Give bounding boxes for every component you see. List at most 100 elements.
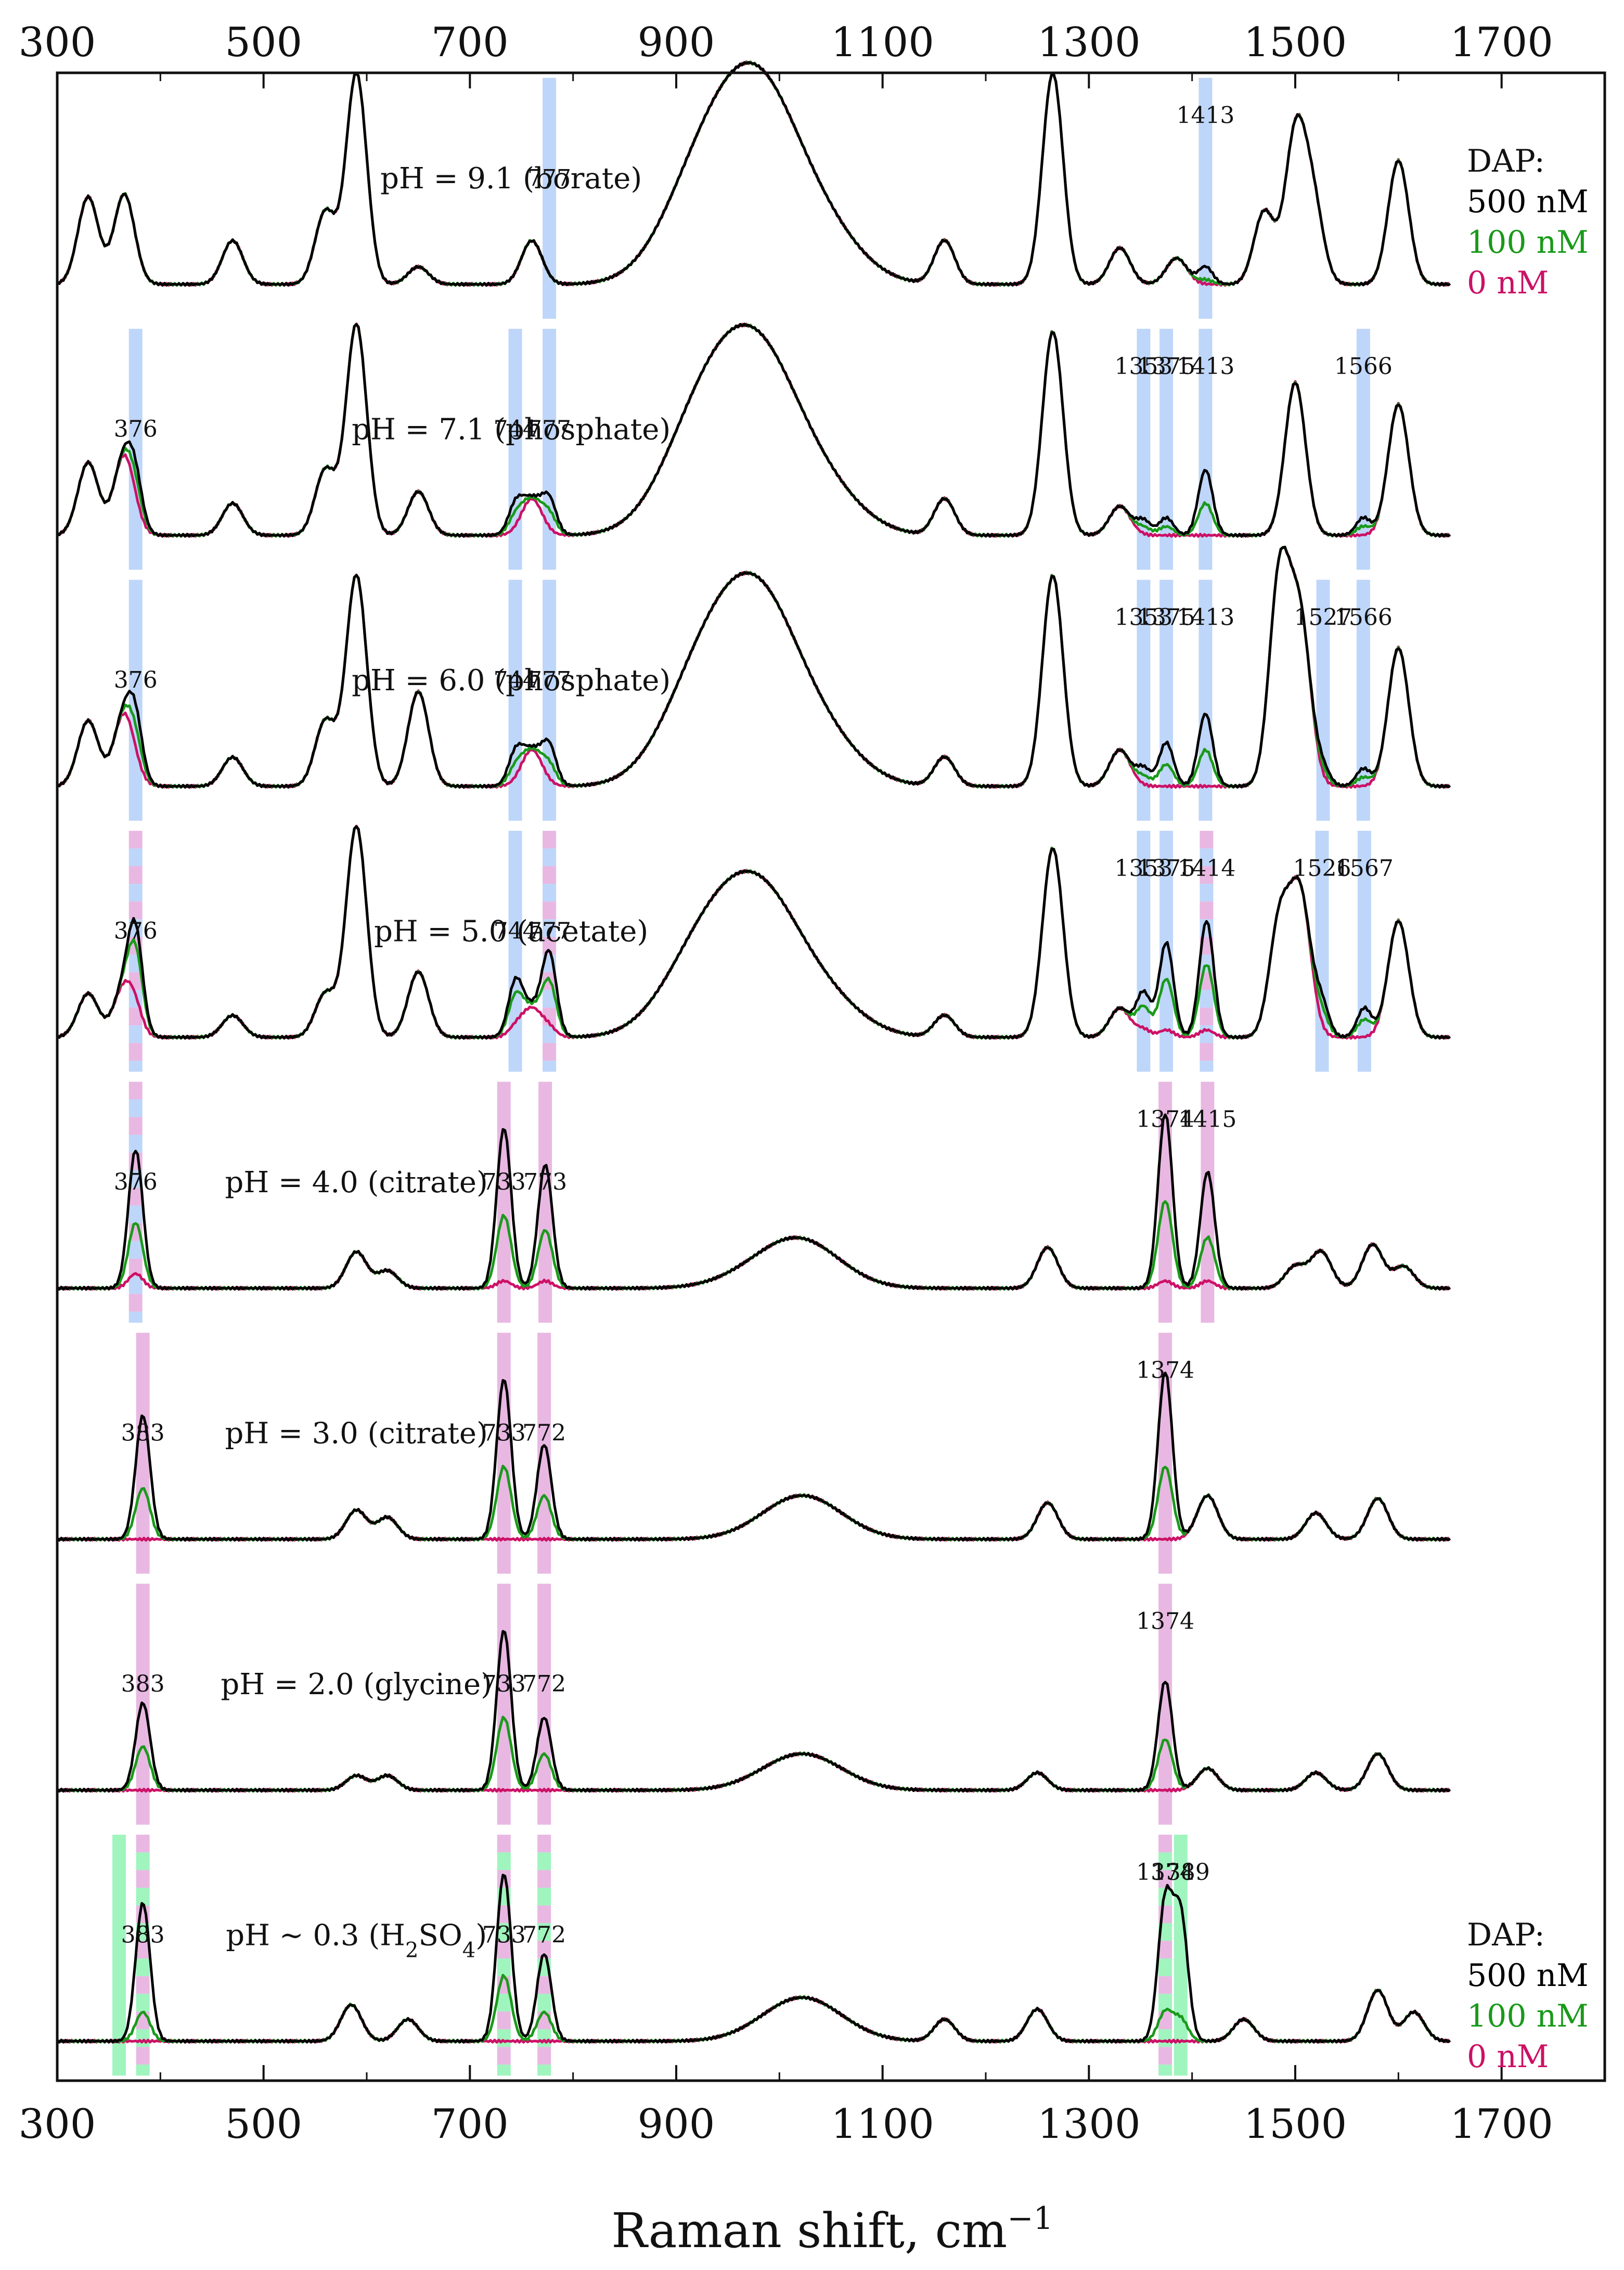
- peak-label: 777: [527, 165, 571, 191]
- highlight-band: [1200, 901, 1214, 920]
- peak-label: 1413: [1176, 102, 1234, 129]
- highlight-band: [1200, 848, 1214, 867]
- highlight-band: [543, 1061, 557, 1072]
- panel-label: pH = 7.1 (phosphate): [352, 412, 671, 446]
- highlight-band: [497, 1923, 511, 1941]
- highlight-band: [1158, 2011, 1172, 2030]
- highlight-band: [497, 1941, 511, 1959]
- peak-label: 1414: [1177, 855, 1235, 882]
- peak-label: 376: [114, 918, 158, 945]
- highlight-band: [537, 2029, 551, 2047]
- highlight-band: [128, 1311, 143, 1323]
- x-tick-label-bottom: 1300: [1037, 2101, 1141, 2148]
- highlight-band: [136, 1994, 150, 2012]
- highlight-band: [136, 2029, 150, 2047]
- highlight-band: [128, 1276, 143, 1294]
- highlight-band: [128, 901, 143, 920]
- highlight-band: [128, 1117, 143, 1135]
- highlight-band: [136, 1888, 150, 1906]
- peak-label: 1567: [1335, 855, 1394, 882]
- panel-label: pH = 6.0 (phosphate): [352, 664, 671, 698]
- highlight-band: [537, 1333, 551, 1574]
- highlight-band: [1198, 579, 1213, 821]
- highlight-band: [497, 1583, 511, 1825]
- x-tick-label-top: 1700: [1450, 19, 1553, 66]
- highlight-band: [1200, 1025, 1214, 1043]
- legend-entry: 500 nM: [1467, 184, 1589, 220]
- spectrum-line: [56, 546, 1451, 789]
- highlight-band: [128, 884, 143, 902]
- peak-label: 1566: [1334, 604, 1393, 631]
- highlight-band: [136, 1333, 150, 1574]
- highlight-band: [537, 2047, 551, 2065]
- peak-label: 1353: [1114, 855, 1172, 882]
- panel-label: pH = 3.0 (citrate): [225, 1416, 487, 1450]
- highlight-band: [1200, 1061, 1214, 1072]
- spectrum-line: [56, 323, 1451, 538]
- highlight-band: [537, 1905, 551, 1924]
- highlight-band: [128, 1294, 143, 1312]
- x-tick-label-top: 300: [19, 19, 96, 66]
- highlight-band: [128, 1188, 143, 1206]
- x-tick-label-bottom: 900: [638, 2101, 715, 2148]
- highlight-band: [128, 1205, 143, 1223]
- highlight-band: [136, 1958, 150, 1977]
- highlight-band: [497, 1333, 511, 1574]
- peak-label: 733: [482, 1169, 526, 1195]
- highlight-band: [128, 866, 143, 884]
- highlight-band: [537, 1852, 551, 1871]
- highlight-band: [128, 1061, 143, 1072]
- x-tick-label-top: 900: [638, 19, 715, 66]
- peak-label: 1375: [1137, 604, 1195, 631]
- peak-label: 772: [522, 1671, 566, 1697]
- highlight-band: [128, 1081, 143, 1100]
- peak-label: 1374: [1136, 1106, 1194, 1133]
- highlight-band: [497, 2029, 511, 2047]
- peak-label: 773: [523, 1169, 567, 1195]
- legend-bottom: DAP: 500 nM 100 nM 0 nM: [1467, 1917, 1589, 2075]
- peak-label: 733: [482, 1922, 526, 1949]
- x-tick-label-bottom: 1700: [1450, 2101, 1553, 2148]
- x-tick-label-bottom: 1500: [1244, 2101, 1347, 2148]
- x-tick-label-bottom: 300: [19, 2101, 96, 2148]
- highlight-band: [128, 831, 143, 849]
- peak-label: 744: [494, 416, 537, 443]
- legend-title: DAP:: [1467, 1917, 1545, 1953]
- peak-label: 1374: [1136, 1357, 1194, 1384]
- highlight-band: [543, 901, 557, 920]
- highlight-band: [1200, 1008, 1214, 1026]
- highlight-band: [497, 1081, 511, 1323]
- peak-label: 777: [527, 667, 571, 693]
- highlight-band: [543, 1043, 557, 1061]
- highlight-band: [136, 1835, 150, 1853]
- legend-entry: 100 nM: [1467, 1998, 1589, 2034]
- highlight-band: [508, 329, 522, 570]
- highlight-band: [128, 1043, 143, 1061]
- highlight-band: [1200, 884, 1214, 902]
- highlight-band: [537, 1994, 551, 2012]
- peak-label: 383: [121, 1420, 165, 1447]
- highlight-band: [1198, 329, 1213, 570]
- highlight-band: [497, 2065, 511, 2076]
- panel-label: pH = 5.0 (acetate): [374, 914, 648, 948]
- highlight-band: [1159, 579, 1174, 821]
- peak-label: 1413: [1176, 353, 1234, 380]
- panel-label: pH = 2.0 (glycine): [221, 1668, 492, 1701]
- highlight-band: [497, 1852, 511, 1871]
- legend-entry: 0 nM: [1467, 265, 1549, 301]
- highlight-band: [136, 1870, 150, 1888]
- peak-label: 376: [114, 667, 158, 693]
- spectrum-line: [56, 61, 1451, 287]
- peak-label: 733: [482, 1671, 526, 1697]
- panel-label: pH = 4.0 (citrate): [225, 1166, 487, 1200]
- highlight-band: [1357, 831, 1371, 1072]
- highlight-band: [538, 1081, 552, 1323]
- highlight-band: [1158, 2029, 1172, 2047]
- peak-label: 772: [522, 1420, 566, 1447]
- peak-label: 1566: [1334, 353, 1393, 380]
- highlight-band: [497, 2011, 511, 2030]
- highlight-band: [497, 2047, 511, 2065]
